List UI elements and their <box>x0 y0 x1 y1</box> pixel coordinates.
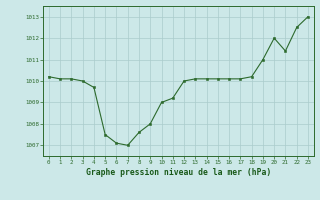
X-axis label: Graphe pression niveau de la mer (hPa): Graphe pression niveau de la mer (hPa) <box>86 168 271 177</box>
